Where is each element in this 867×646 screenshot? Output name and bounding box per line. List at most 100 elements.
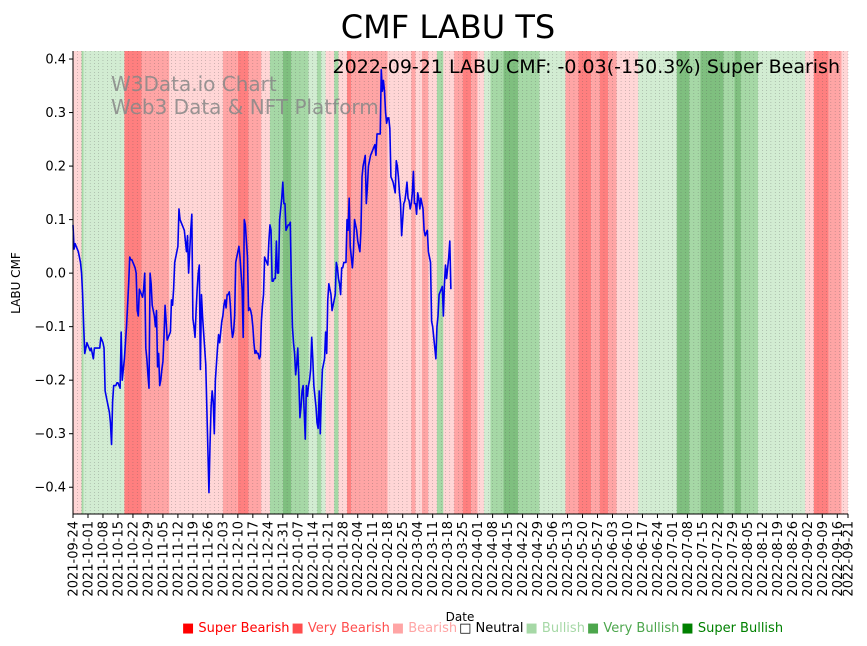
series-lines <box>72 68 452 494</box>
regime-band-35 <box>518 51 540 514</box>
y-tick-label: 0.1 <box>45 213 66 228</box>
y-tick-label: 0.2 <box>45 160 66 175</box>
x-tick-label: 2022-06-17 <box>636 521 651 597</box>
x-tick-label: 2022-07-15 <box>696 521 711 597</box>
x-tick-label: 2022-08-26 <box>786 521 801 597</box>
regime-band-30 <box>471 51 478 514</box>
legend-item: □ Neutral <box>459 621 524 636</box>
regime-band-27 <box>443 51 455 514</box>
regime-band-19 <box>347 51 352 514</box>
x-tick-label: 2021-10-01 <box>81 521 96 597</box>
x-tick-label: 2022-05-27 <box>591 521 606 597</box>
x-tick-label: 2022-01-28 <box>336 521 351 597</box>
regime-band-43 <box>638 51 677 514</box>
x-tick-label: 2021-11-12 <box>171 521 186 597</box>
regime-bands <box>73 51 848 514</box>
regime-band-4 <box>141 51 170 514</box>
regime-band-32 <box>484 51 491 514</box>
x-tick-label: 2022-01-07 <box>291 521 306 597</box>
y-tick-label: 0.0 <box>45 267 66 282</box>
regime-band-47 <box>723 51 735 514</box>
watermark: W3Data.io Chart Web3 Data & NFT Platform <box>111 72 379 119</box>
x-tick-label: 2022-02-11 <box>366 521 381 597</box>
x-tick-label: 2021-11-26 <box>201 521 216 597</box>
legend-item: ■ Super Bullish <box>681 621 784 636</box>
x-tick-label: 2022-03-04 <box>411 521 426 597</box>
x-tick-label: 2022-02-04 <box>351 521 366 597</box>
regime-band-15 <box>321 51 326 514</box>
x-tick-label: 2022-04-15 <box>501 521 516 597</box>
x-tick-label: 2021-10-22 <box>126 521 141 597</box>
y-tick-label: −0.3 <box>34 427 66 442</box>
axes <box>72 51 848 515</box>
regime-band-48 <box>734 51 741 514</box>
series-line-0 <box>72 68 452 494</box>
regime-band-38 <box>578 51 592 514</box>
x-tick-label: 2021-10-15 <box>111 521 126 597</box>
x-ticks: 2021-09-24 2021-10-01 2021-10-08 2021-10-15… <box>67 514 857 597</box>
x-tick-label: 2021-10-08 <box>96 521 111 597</box>
regime-band-23 <box>415 51 422 514</box>
x-tick-label: 2022-08-05 <box>741 521 756 597</box>
watermark-line-2: Web3 Data & NFT Platform <box>111 95 379 119</box>
legend-item: ■ Very Bullish <box>586 621 680 636</box>
regime-band-21 <box>387 51 412 514</box>
regime-band-42 <box>616 51 639 514</box>
regime-band-31 <box>477 51 485 514</box>
y-tick-label: 0.3 <box>45 106 66 121</box>
x-tick-label: 2021-09-24 <box>67 521 82 597</box>
x-tick-label: 2021-11-05 <box>156 521 171 597</box>
x-tick-label: 2022-04-01 <box>471 521 486 597</box>
x-tick-label: 2021-12-17 <box>246 521 261 597</box>
x-tick-label: 2022-02-25 <box>396 521 411 597</box>
x-tick-label: 2022-06-24 <box>651 521 666 597</box>
regime-band-6 <box>222 51 238 514</box>
regime-band-2 <box>83 51 125 514</box>
x-tick-label: 2022-05-13 <box>561 521 576 597</box>
x-tick-label: 2022-07-08 <box>681 521 696 597</box>
x-tick-label: 2022-04-08 <box>486 521 501 597</box>
y-tick-label: −0.2 <box>34 374 66 389</box>
regime-band-37 <box>565 51 579 514</box>
legend: ■ Super Bearish ■ Very Bearish ■ Bearish □ … <box>182 621 785 639</box>
y-tick-label: −0.4 <box>34 481 66 496</box>
x-tick-label: 2021-10-29 <box>141 521 156 597</box>
regime-band-20 <box>351 51 388 514</box>
regime-band-10 <box>269 51 283 514</box>
x-tick-label: 2022-09-21 <box>842 521 857 597</box>
regime-band-5 <box>169 51 223 514</box>
y-tick-label: −0.1 <box>34 320 66 335</box>
legend-item: ■ Very Bearish <box>291 621 390 636</box>
chart-annotation: 2022-09-21 LABU CMF: -0.03(-150.3%) Supe… <box>333 56 840 78</box>
x-tick-label: 2022-07-22 <box>711 521 726 597</box>
x-tick-label: 2022-01-14 <box>306 521 321 597</box>
legend-item: ■ Bearish <box>391 621 458 636</box>
x-tick-label: 2021-12-10 <box>231 521 246 597</box>
regime-band-14 <box>317 51 322 514</box>
x-tick-label: 2022-06-10 <box>621 521 636 597</box>
x-tick-label: 2022-07-01 <box>666 521 681 597</box>
x-tick-label: 2022-01-21 <box>321 521 336 597</box>
x-tick-label: 2022-07-29 <box>726 521 741 597</box>
legend-item: ■ Bullish <box>525 621 585 636</box>
regime-band-34 <box>503 51 519 514</box>
y-tick-label: 0.4 <box>45 53 66 68</box>
x-tick-label: 2022-09-02 <box>801 521 816 597</box>
x-tick-label: 2021-12-31 <box>276 521 291 597</box>
x-tick-label: 2022-04-29 <box>531 521 546 597</box>
x-tick-label: 2022-09-16 <box>831 521 846 597</box>
x-tick-label: 2022-08-19 <box>771 521 786 597</box>
regime-band-26 <box>436 51 444 514</box>
regime-band-22 <box>411 51 416 514</box>
x-tick-label: 2021-11-19 <box>186 521 201 597</box>
regime-band-45 <box>689 51 701 514</box>
x-tick-label: 2022-03-11 <box>426 521 441 597</box>
y-axis-label: LABU CMF <box>9 252 23 314</box>
x-tick-label: 2022-03-18 <box>441 521 456 597</box>
regime-band-24 <box>421 51 429 514</box>
x-tick-label: 2022-08-12 <box>756 521 771 597</box>
x-tick-label: 2022-03-25 <box>456 521 471 597</box>
x-tick-label: 2021-12-24 <box>261 521 276 597</box>
watermark-line-1: W3Data.io Chart <box>111 72 277 96</box>
